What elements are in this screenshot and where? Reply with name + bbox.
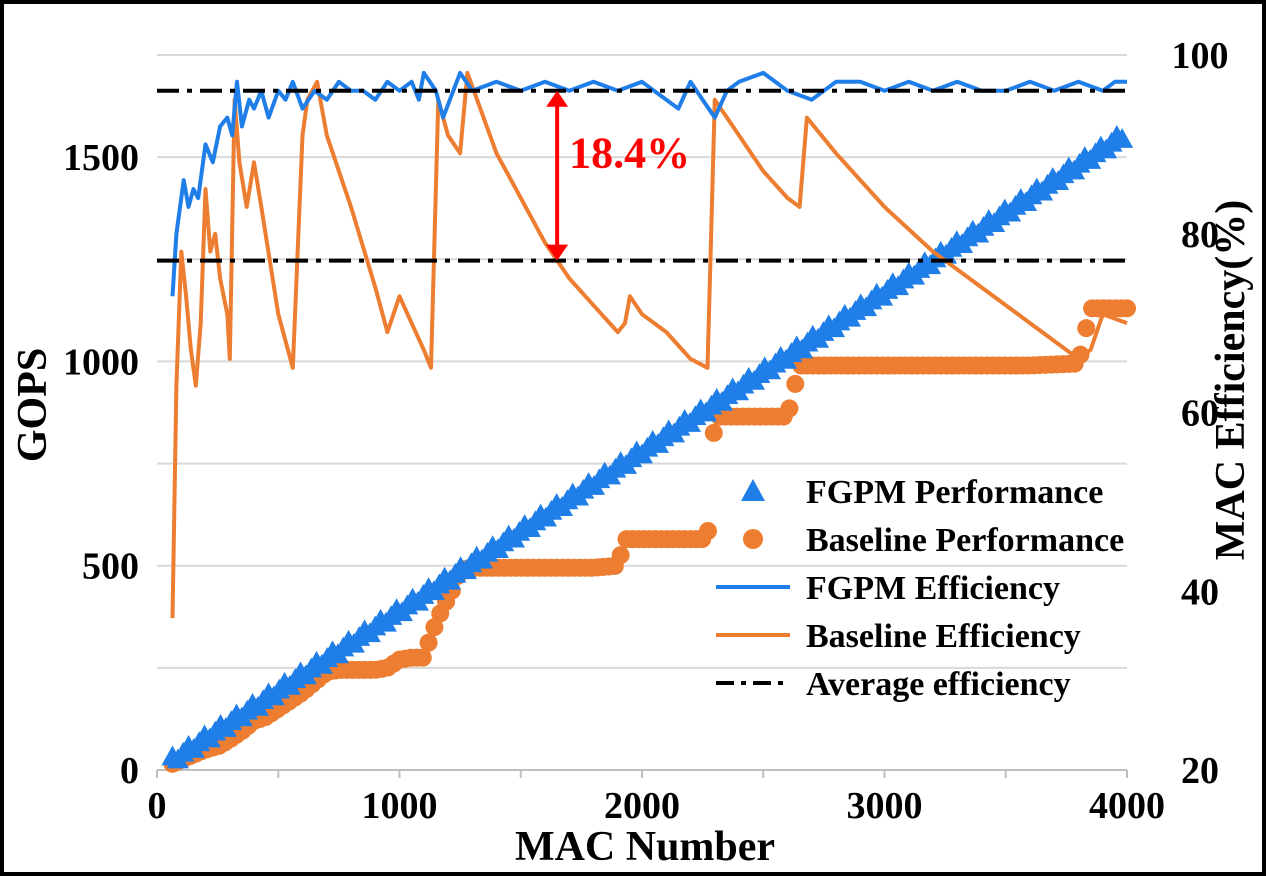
legend-triangle-icon	[741, 479, 765, 501]
fgpm-performance-point	[1111, 128, 1134, 148]
y-tick-label: 1500	[63, 137, 139, 179]
legend-circle-icon	[743, 529, 763, 549]
x-axis	[156, 769, 1128, 778]
legend-label: Average efficiency	[806, 666, 1071, 703]
x-tick-label: 1000	[362, 785, 438, 827]
annotation-arrowhead-bottom	[546, 244, 569, 261]
baseline-performance-point	[1077, 319, 1096, 338]
annotation-arrowhead-top	[546, 90, 569, 107]
x-tick-label: 4000	[1089, 785, 1165, 827]
legend-label: Baseline Efficiency	[806, 618, 1081, 655]
improvement-annotation: 18.4%	[546, 90, 690, 261]
baseline-performance-point	[419, 633, 438, 652]
y2-tick-label: 20	[1181, 750, 1219, 792]
y-axis-right-title: MAC Efficiency(%)	[1208, 200, 1254, 560]
legend-label: Baseline Performance	[806, 522, 1124, 559]
baseline-efficiency-line	[170, 70, 1128, 619]
baseline-performance-point	[1118, 299, 1136, 318]
baseline-performance-point	[786, 374, 805, 393]
y2-tick-label: 100	[1172, 35, 1229, 77]
fgpm-efficiency-line	[170, 70, 1127, 297]
baseline-performance-point	[704, 423, 723, 442]
legend-item: Baseline Efficiency	[716, 618, 1081, 655]
x-tick-label: 0	[148, 785, 167, 827]
legend-item: Average efficiency	[716, 666, 1071, 703]
x-tick-label: 2000	[604, 785, 680, 827]
legend-label: FGPM Performance	[806, 474, 1103, 511]
y-axis-left-title: GOPS	[10, 348, 56, 462]
legend: FGPM Performance Baseline Performance FGPM…	[716, 474, 1124, 703]
y2-tick-label: 60	[1181, 393, 1219, 435]
baseline-performance-point	[611, 546, 630, 565]
series-fgpm-performance	[161, 125, 1134, 769]
annotation-label: 18.4%	[569, 129, 690, 178]
baseline-performance-point	[698, 521, 717, 540]
series-baseline-performance	[163, 299, 1136, 773]
x-tick-label: 3000	[847, 785, 923, 827]
y2-tick-label: 80	[1181, 214, 1219, 256]
baseline-performance-point	[780, 399, 799, 418]
legend-item: FGPM Performance	[741, 474, 1103, 511]
x-axis-ticks: 0 1000 2000 3000 4000	[148, 785, 1166, 827]
y-tick-label: 1000	[63, 341, 139, 383]
y-axis-left-ticks: 0 500 1000 1500	[63, 137, 139, 792]
y2-tick-label: 40	[1181, 571, 1219, 613]
y-tick-label: 500	[82, 546, 139, 588]
y-tick-label: 0	[120, 750, 139, 792]
baseline-performance-point	[425, 618, 444, 637]
average-efficiency-lines	[157, 88, 1127, 263]
legend-item: FGPM Efficiency	[716, 570, 1060, 607]
x-axis-title: MAC Number	[515, 824, 775, 870]
series-fgpm-efficiency	[170, 70, 1127, 297]
baseline-performance-point	[413, 648, 432, 667]
series-baseline-efficiency	[170, 70, 1128, 619]
legend-label: FGPM Efficiency	[806, 570, 1060, 607]
y-axis-right-ticks: 20 40 60 80 100	[1172, 35, 1229, 792]
legend-item: Baseline Performance	[743, 522, 1124, 559]
